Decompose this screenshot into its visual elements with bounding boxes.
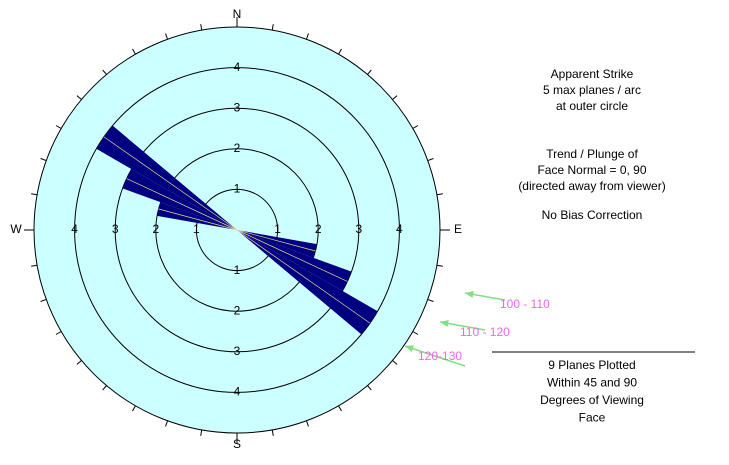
compass-tick — [200, 24, 203, 31]
petal — [96, 125, 237, 230]
petal — [237, 230, 378, 335]
ring-label: 1 — [193, 222, 200, 236]
note: Face Normal = 0, 90 — [537, 163, 646, 177]
compass-label: N — [233, 7, 242, 21]
petal-axis — [103, 136, 238, 231]
compass-tick — [271, 429, 274, 436]
ring — [114, 107, 360, 353]
bin-label: 110 - 120 — [460, 325, 510, 339]
ring-label: 3 — [355, 222, 362, 236]
ring-label: 4 — [234, 60, 241, 74]
compass-label: S — [233, 437, 241, 451]
compass-tick — [132, 48, 136, 55]
arrow-head — [440, 320, 449, 327]
compass-tick — [31, 193, 38, 196]
compass-tick — [55, 331, 62, 335]
compass-tick — [305, 33, 309, 40]
ring-label: 3 — [234, 100, 241, 114]
compass-tick — [412, 331, 419, 335]
compass-tick — [436, 193, 443, 196]
note: at outer circle — [556, 99, 628, 113]
ring — [195, 188, 279, 272]
note: Apparent Strike — [551, 67, 634, 81]
compass-tick — [76, 360, 82, 365]
petal — [237, 230, 317, 258]
compass-tick — [367, 385, 372, 391]
ring-label: 1 — [234, 263, 241, 277]
petal — [237, 230, 352, 291]
compass-tick — [40, 158, 47, 162]
ring-label: 3 — [112, 222, 119, 236]
footer-note: Within 45 and 90 — [547, 376, 637, 390]
compass-tick — [392, 360, 398, 365]
compass-tick — [102, 385, 107, 391]
compass-tick — [55, 125, 62, 129]
compass-tick — [305, 420, 309, 427]
compass-tick — [200, 429, 203, 436]
ring-label: 2 — [234, 303, 241, 317]
note: Trend / Plunge of — [546, 147, 638, 161]
compass-tick — [436, 264, 443, 267]
compass-tick — [412, 125, 419, 129]
arrow-head — [465, 290, 474, 298]
petal-axis — [236, 229, 371, 324]
ring-label: 3 — [234, 344, 241, 358]
compass-tick — [102, 69, 107, 75]
ring-label: 2 — [234, 141, 241, 155]
compass-tick — [40, 298, 47, 302]
arrow-head — [405, 345, 414, 352]
ring-label: 4 — [234, 385, 241, 399]
petal-axis — [236, 229, 348, 282]
compass-tick — [271, 24, 274, 31]
petal — [122, 169, 237, 230]
note: No Bias Correction — [542, 208, 643, 222]
ring-label: 2 — [152, 222, 159, 236]
ring-label: 4 — [71, 222, 78, 236]
compass-tick — [165, 33, 169, 40]
petal — [157, 202, 237, 230]
ring-label: 2 — [315, 222, 322, 236]
compass-label: E — [454, 222, 462, 236]
compass-tick — [427, 298, 434, 302]
compass-tick — [338, 48, 342, 55]
bin-label: 100 - 110 — [500, 297, 550, 311]
ring-label: 4 — [396, 222, 403, 236]
footer-note: 9 Planes Plotted — [548, 358, 635, 372]
arrow-shaft — [404, 345, 466, 367]
compass-tick — [165, 420, 169, 427]
ring — [74, 67, 400, 393]
petal-axis — [158, 208, 238, 231]
compass-tick — [338, 405, 342, 412]
footer-note: Face — [579, 411, 606, 425]
petal-axis — [236, 229, 316, 252]
ring-label: 1 — [274, 222, 281, 236]
ring — [155, 148, 319, 312]
note: 5 max planes / arc — [543, 83, 641, 97]
compass-tick — [132, 405, 136, 412]
compass-tick — [76, 95, 82, 100]
compass-tick — [31, 264, 38, 267]
bin-label: 120-130 — [418, 349, 462, 363]
note: (directed away from viewer) — [518, 179, 665, 193]
compass-label: W — [10, 222, 22, 236]
compass-tick — [367, 69, 372, 75]
compass-tick — [392, 95, 398, 100]
petal-axis — [126, 178, 238, 231]
footer-note: Degrees of Viewing — [540, 393, 644, 407]
compass-tick — [427, 158, 434, 162]
ring-label: 1 — [234, 182, 241, 196]
